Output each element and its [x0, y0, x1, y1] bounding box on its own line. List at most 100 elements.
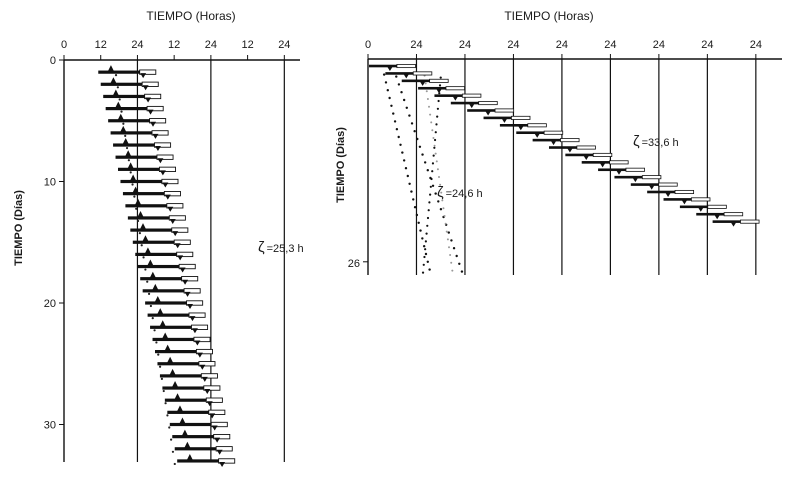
trail-dot [436, 107, 439, 110]
offset-marker [169, 218, 176, 224]
trail-dot [431, 162, 435, 165]
trail-dot [421, 271, 425, 274]
trend-dot [120, 110, 123, 113]
rest-bar [141, 81, 159, 87]
left-zeta-symbol: ζ [258, 239, 265, 256]
rest-bar [641, 175, 662, 180]
onset-marker [144, 247, 151, 254]
rest-bar [154, 142, 172, 148]
offset-marker [403, 74, 409, 79]
left-title: TIEMPO (Horas) [146, 9, 235, 23]
activity-bar [499, 124, 528, 127]
trail-dot [428, 201, 431, 204]
trail-dot [428, 268, 431, 271]
trail-dot [434, 131, 437, 134]
trend-dot [131, 183, 134, 186]
trail-dot [401, 151, 404, 154]
rest-bar [168, 215, 186, 221]
trend-dot [162, 389, 165, 393]
right-x-tick-label: 24 [701, 39, 713, 51]
onset-marker [186, 453, 193, 460]
trail-dot [426, 260, 429, 263]
trail-dot [399, 143, 402, 146]
activity-bar [630, 183, 659, 186]
trail-dot [386, 89, 389, 92]
trail-dot [395, 128, 399, 131]
left-period-value: =25,3 h [267, 243, 304, 255]
trend-dot [157, 353, 160, 356]
offset-marker [152, 133, 159, 139]
onset-marker [110, 77, 117, 84]
offset-marker [201, 376, 208, 382]
trail-dot [425, 232, 428, 235]
trail-dot-gray [444, 222, 447, 225]
activity-bar [696, 212, 725, 216]
onset-marker [132, 186, 139, 193]
left-x-tick-label: 12 [95, 39, 107, 51]
trail-dot [438, 84, 442, 87]
trail-dot [437, 200, 440, 203]
rest-bar [151, 130, 169, 136]
rest-bar [445, 86, 465, 91]
rest-bar [146, 105, 164, 112]
offset-marker [191, 328, 198, 334]
right-period-annotation-1: ζ =24,6 h [437, 184, 483, 201]
activity-bar [154, 350, 197, 354]
activity-bar [167, 410, 209, 414]
trend-dot [124, 134, 127, 137]
left-x-tick-label: 0 [61, 39, 67, 51]
trail-dot [439, 76, 442, 79]
activity-bar [100, 82, 143, 86]
rest-bar [213, 434, 231, 440]
offset-marker [142, 85, 149, 91]
trail-dot-gray [441, 199, 444, 202]
trail-dot [450, 239, 453, 242]
offset-marker [179, 267, 186, 273]
trail-dot [455, 254, 458, 258]
rest-bar [193, 336, 211, 343]
trail-dot [392, 112, 395, 115]
trail-dot [413, 130, 416, 133]
left-y-tick-labels: 0 10 20 30 [44, 55, 64, 432]
activity-bar [663, 198, 692, 201]
activity-bar [98, 70, 140, 74]
rest-bar [161, 178, 179, 185]
rest-bar [560, 138, 580, 143]
right-x-tick-label: 24 [604, 39, 616, 51]
left-onset-trend-dots [114, 74, 176, 466]
onset-marker [142, 235, 149, 242]
right-zeta-symbol-1: ζ [437, 184, 444, 201]
trail-dot [436, 115, 439, 118]
trail-dot [397, 135, 400, 139]
onset-marker [159, 320, 166, 327]
trail-dot [427, 209, 430, 212]
offset-marker [616, 170, 622, 175]
rest-bar [674, 189, 695, 194]
trail-dot [431, 170, 434, 173]
activity-bar [125, 204, 167, 208]
trail-dot [422, 245, 426, 248]
rest-bar [171, 227, 189, 233]
onset-marker [130, 174, 137, 181]
trend-dot [149, 304, 153, 308]
trend-dot [140, 244, 143, 247]
activity-bar [130, 228, 172, 232]
offset-marker [196, 352, 203, 358]
rest-bar [144, 93, 162, 100]
onset-marker [117, 113, 124, 120]
offset-marker [387, 67, 393, 72]
rest-bar [461, 93, 482, 98]
right-x-tick-label: 24 [556, 39, 568, 51]
trend-dot [133, 195, 136, 198]
rest-bar [511, 115, 531, 120]
onset-marker [137, 210, 144, 217]
trend-dot [170, 438, 173, 441]
trail-dot [390, 104, 393, 108]
left-period-annotation: ζ =25,3 h [258, 239, 304, 256]
rest-bar [139, 69, 157, 75]
activity-bar [516, 131, 545, 135]
activity-bar [162, 386, 204, 390]
rest-bar [396, 64, 416, 69]
rest-bar [173, 239, 191, 245]
